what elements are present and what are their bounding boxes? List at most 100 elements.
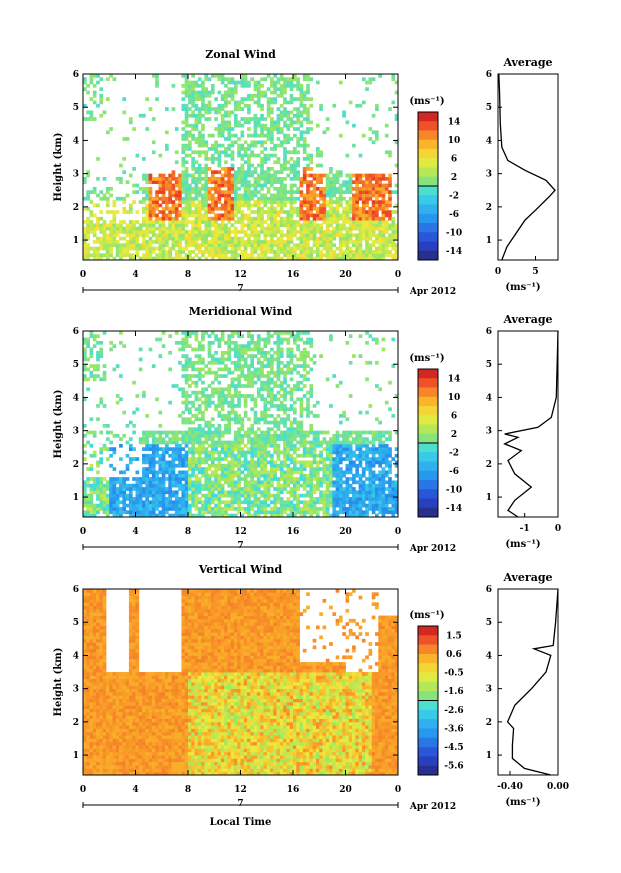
colorbar-unit: (ms⁻¹) [409,353,444,364]
colorbar-segment [418,719,438,729]
colorbar-segment [418,121,438,131]
x-tick-label: 0 [395,527,401,537]
colorbar-segment [418,241,438,252]
profile-y-tick-label: 3 [486,170,492,180]
colorbar-segment [418,406,438,416]
panel-title: Vertical Wind [198,563,283,576]
colorbar-segment [418,204,438,215]
colorbar-segment [418,653,438,664]
profile-y-tick-label: 2 [486,718,492,728]
y-tick-label: 6 [73,70,79,80]
colorbar-segment [418,176,438,187]
profile-title: Average [502,313,552,326]
colorbar-segment [418,480,438,490]
profile-y-tick-label: 4 [486,136,492,146]
colorbar-segment [418,387,438,398]
date-label: Apr 2012 [409,802,456,812]
profile-x-label: (ms⁻¹) [505,282,540,293]
profile-line [503,330,559,518]
day-label: 7 [237,284,243,294]
x-tick-label: 16 [287,527,300,537]
y-tick-label: 2 [73,460,79,470]
x-tick-label: 8 [185,527,191,537]
y-tick-label: 5 [73,103,79,113]
colorbar-segment [418,489,438,499]
y-tick-label: 4 [73,393,79,403]
colorbar-segment [418,765,438,776]
y-tick-label: 4 [73,136,79,146]
colorbar-segment [418,756,438,766]
colorbar-tick-label: -14 [446,247,462,257]
x-tick-label: 0 [80,785,86,795]
profile-line [498,73,556,261]
colorbar-tick-label: -10 [446,485,462,495]
heatmap-cells [83,589,399,776]
colorbar-tick-label: -2 [449,448,459,458]
colorbar-segment [418,158,438,168]
y-tick-label: 3 [73,685,79,695]
x-tick-label: 20 [339,527,352,537]
colorbar-segment [418,223,438,233]
profile-x-tick-label: 0.00 [547,782,569,792]
colorbar-segment [418,213,438,224]
colorbar-segment [418,644,438,655]
y-tick-label: 5 [73,618,79,628]
colorbar-tick-label: 1.5 [446,631,462,641]
colorbar-tick-label: 6 [451,154,457,164]
x-tick-label: 8 [185,270,191,280]
x-tick-label: 20 [339,785,352,795]
colorbar-segment [418,130,438,141]
colorbar-tick-label: -2.6 [444,706,463,716]
colorbar-segment [418,663,438,673]
colorbar-tick-label: 14 [448,117,461,127]
heatmap-cells [83,331,399,518]
y-tick-label: 1 [73,751,79,761]
colorbar-segment [418,470,438,481]
colorbar-segment [418,737,438,748]
profile-y-tick-label: 5 [486,103,492,113]
x-axis-label: Local Time [210,817,272,828]
day-label: 7 [237,799,243,809]
profile-x-label: (ms⁻¹) [505,539,540,550]
y-tick-label: 2 [73,718,79,728]
x-tick-label: 8 [185,785,191,795]
y-tick-label: 4 [73,651,79,661]
colorbar-segment [418,709,438,720]
x-tick-label: 0 [80,270,86,280]
day-label: 7 [237,541,243,551]
profile-y-tick-label: 4 [486,651,492,661]
x-tick-label: 0 [395,270,401,280]
colorbar-segment [418,498,438,509]
y-tick-label: 2 [73,203,79,213]
x-tick-label: 16 [287,270,300,280]
colorbar-tick-label: 0.6 [446,650,462,660]
profile-x-tick-label: 0 [555,524,561,534]
x-tick-label: 0 [80,527,86,537]
x-tick-label: 12 [234,527,247,537]
colorbar-segment [418,691,438,701]
date-label: Apr 2012 [409,544,456,554]
profile-x-tick-label: 5 [532,267,538,277]
y-tick-label: 6 [73,585,79,595]
date-label: Apr 2012 [409,287,456,297]
x-tick-label: 20 [339,270,352,280]
panel-title: Meridional Wind [189,305,293,318]
colorbar-tick-label: -6 [449,210,459,220]
x-tick-label: 4 [132,270,138,280]
colorbar-segment [418,139,438,150]
colorbar-tick-label: -2 [449,191,459,201]
x-tick-label: 0 [395,785,401,795]
y-tick-label: 3 [73,427,79,437]
colorbar-segment [418,681,438,692]
profile-y-tick-label: 6 [486,585,492,595]
colorbar-segment [418,396,438,407]
profile-x-tick-label: -1 [520,524,530,534]
panel-title: Zonal Wind [205,48,276,61]
profile-y-tick-label: 3 [486,427,492,437]
colorbar-tick-label: -1.6 [444,687,463,697]
profile-title: Average [502,56,552,69]
colorbar-tick-label: 2 [451,430,457,440]
